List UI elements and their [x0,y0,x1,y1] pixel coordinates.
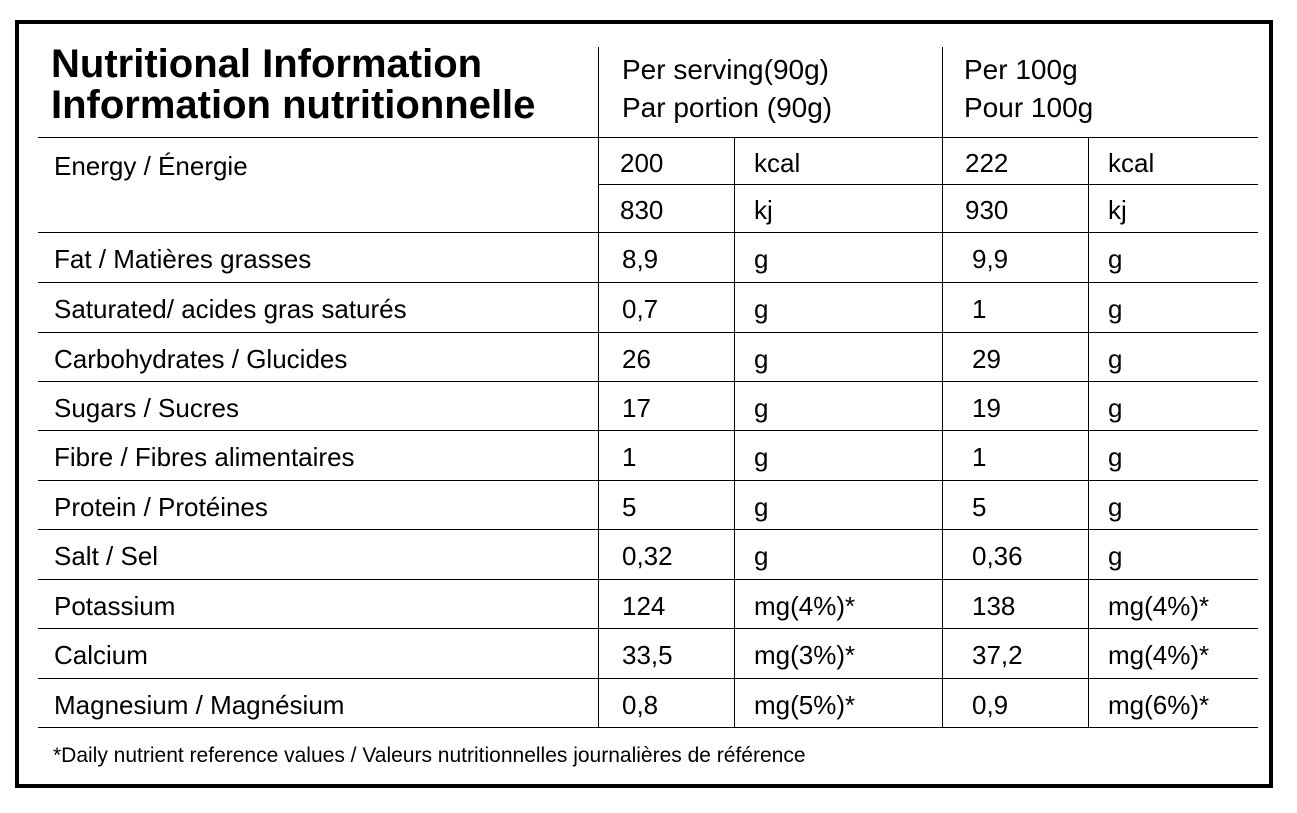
row-unit-serving: g [754,492,769,522]
row-unit-per100: mg(4%)* [1108,640,1210,670]
row-per100: 138 [972,591,1016,621]
row-unit-per100: g [1108,244,1123,274]
row-unit-serving: g [754,244,769,274]
row-serving: 33,5 [622,640,673,670]
energy-kcal-unit-serving: kcal [754,148,801,178]
column-divider-serving-unit [734,137,735,728]
row-label: Saturated/ acides gras saturés [54,294,407,324]
row-per100: 1 [972,442,987,472]
energy-inner-rule [598,184,1258,185]
energy-kcal-serving: 200 [620,148,664,178]
row-rule [38,480,1258,481]
row-serving: 8,9 [622,244,659,274]
row-unit-serving: g [754,541,769,571]
per-serving-french: Par portion (90g) [622,92,833,123]
row-serving: 5 [622,492,637,522]
row-unit-per100: g [1108,294,1123,324]
row-unit-serving: g [754,344,769,374]
row-label: Carbohydrates / Glucides [54,344,348,374]
column-divider-per100-unit [1088,137,1089,728]
row-per100: 5 [972,492,987,522]
row-serving: 0,32 [622,541,673,571]
row-unit-per100: mg(4%)* [1108,591,1210,621]
footnote: *Daily nutrient reference values / Valeu… [53,744,806,767]
row-rule [38,727,1258,728]
per-100g-french: Pour 100g [964,92,1094,123]
row-unit-per100: g [1108,541,1123,571]
row-unit-per100: mg(6%)* [1108,690,1210,720]
header-rule [38,137,1258,138]
nutrition-label-frame [15,20,1273,788]
row-rule [38,628,1258,629]
title-french: Information nutritionnelle [51,83,536,127]
row-per100: 29 [972,344,1001,374]
energy-kcal-per100: 222 [965,148,1009,178]
energy-kj-unit-per100: kj [1108,195,1127,225]
row-label: Fat / Matières grasses [54,244,312,274]
row-rule [38,430,1258,431]
row-per100: 1 [972,294,987,324]
row-unit-per100: g [1108,442,1123,472]
row-serving: 124 [622,591,666,621]
energy-kj-serving: 830 [620,195,664,225]
row-unit-serving: g [754,393,769,423]
row-per100: 37,2 [972,640,1023,670]
row-per100: 0,36 [972,541,1023,571]
row-serving: 0,8 [622,690,659,720]
row-unit-per100: g [1108,344,1123,374]
row-rule [38,381,1258,382]
per-serving-header: Per serving(90g) Par portion (90g) [622,51,832,127]
per-100g-english: Per 100g [964,54,1078,85]
column-divider-per100 [942,47,943,728]
row-unit-serving: mg(4%)* [754,591,856,621]
row-serving: 26 [622,344,651,374]
column-divider-serving [598,47,599,728]
row-label: Calcium [54,640,148,670]
row-rule [38,579,1258,580]
row-rule [38,678,1258,679]
row-serving: 1 [622,442,637,472]
row-unit-per100: g [1108,492,1123,522]
row-rule [38,232,1258,233]
row-per100: 19 [972,393,1001,423]
row-label: Sugars / Sucres [54,393,239,423]
row-rule [38,332,1258,333]
row-label: Magnesium / Magnésium [54,690,345,720]
row-serving: 17 [622,393,651,423]
row-serving: 0,7 [622,294,659,324]
row-label: Potassium [54,591,176,621]
per-100g-header: Per 100g Pour 100g [964,51,1093,127]
energy-kj-per100: 930 [965,195,1009,225]
row-unit-serving: g [754,294,769,324]
row-unit-serving: mg(5%)* [754,690,856,720]
label-title: Nutritional Information Information nutr… [51,44,535,126]
energy-kj-unit-serving: kj [754,195,773,225]
row-label: Protein / Protéines [54,492,268,522]
row-unit-serving: mg(3%)* [754,640,856,670]
per-serving-english: Per serving(90g) [622,54,829,85]
row-unit-per100: g [1108,393,1123,423]
row-label: Fibre / Fibres alimentaires [54,442,355,472]
row-label: Salt / Sel [54,541,159,571]
row-per100: 9,9 [972,244,1009,274]
energy-kcal-unit-per100: kcal [1108,148,1155,178]
row-rule [38,282,1258,283]
title-english: Nutritional Information [51,42,483,86]
row-rule [38,529,1258,530]
row-per100: 0,9 [972,690,1009,720]
row-unit-serving: g [754,442,769,472]
energy-label: Energy / Énergie [54,151,248,181]
